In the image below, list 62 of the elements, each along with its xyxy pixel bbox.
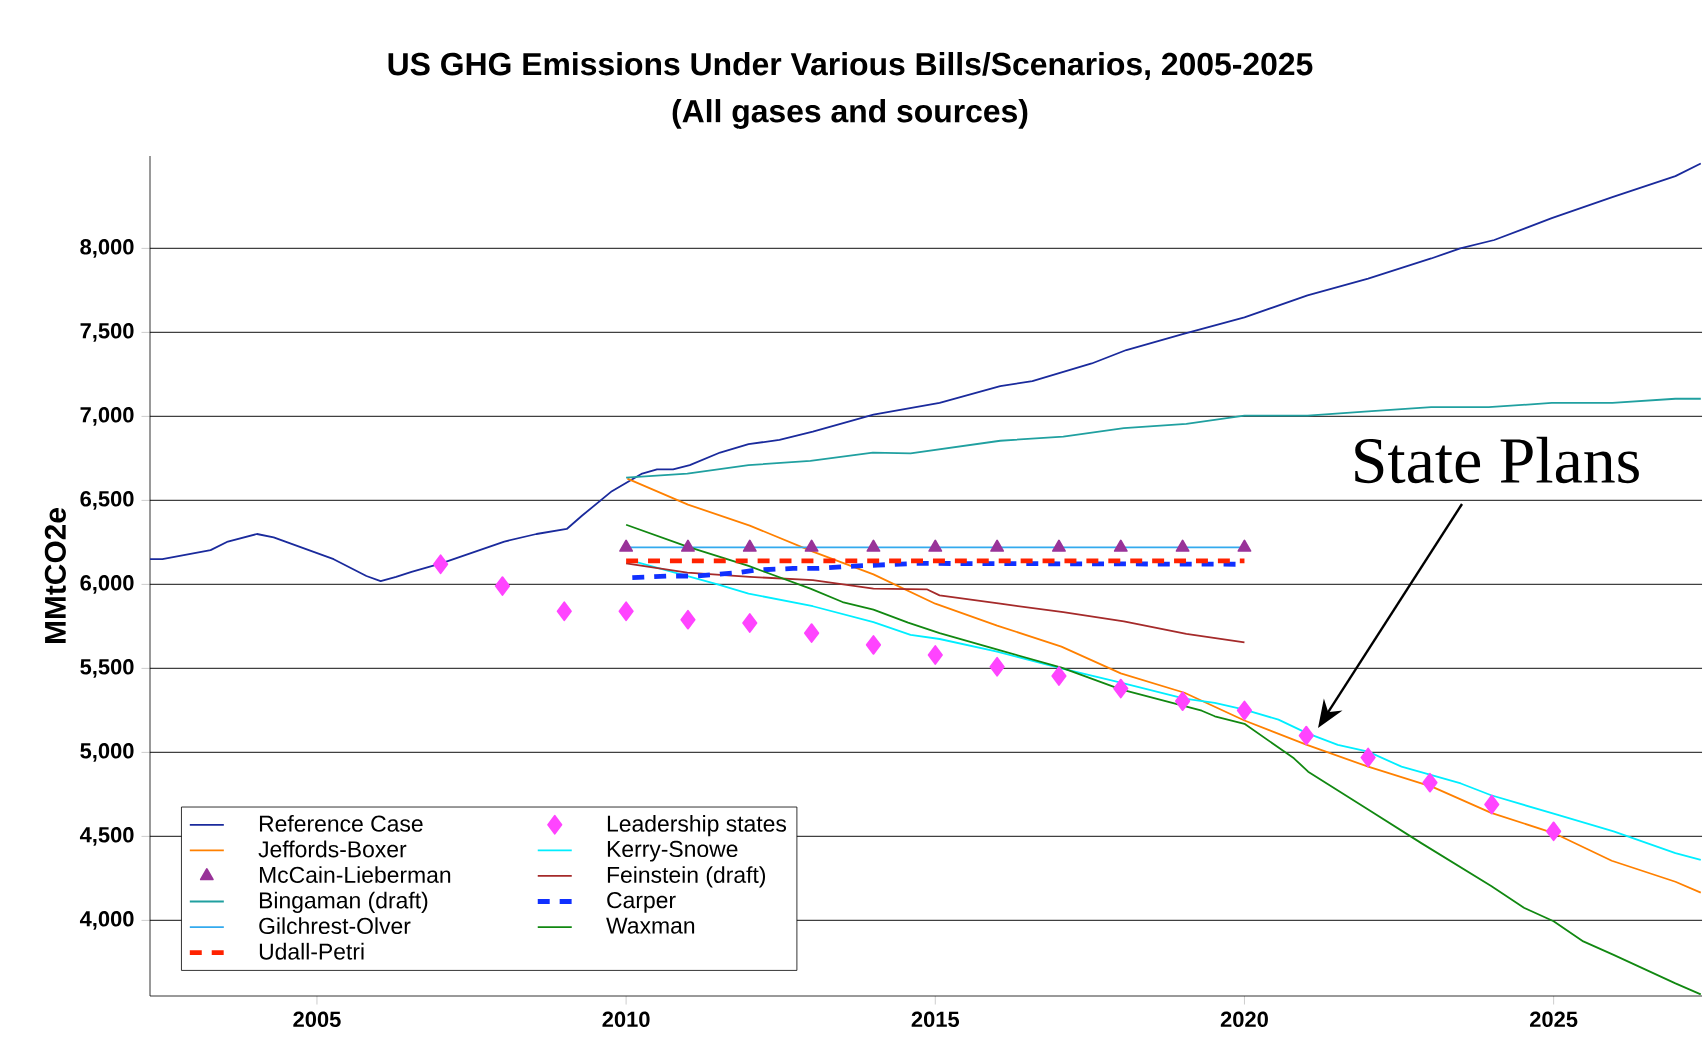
x-tick-label: 2015: [911, 1011, 960, 1028]
y-tick-label: 4,000: [79, 911, 134, 930]
legend-label: Waxman: [606, 917, 695, 934]
point: [927, 645, 943, 665]
x-tick-label: 2010: [602, 1011, 650, 1028]
point: [1360, 747, 1376, 768]
point: [432, 554, 449, 575]
point: [1113, 539, 1128, 552]
legend-label: Reference Case: [259, 815, 423, 832]
y-tick-label: 8,000: [80, 239, 134, 258]
point: [556, 601, 572, 622]
point: [1484, 794, 1500, 815]
point: [494, 576, 511, 596]
legend-label: Kerry-Snowe: [607, 840, 738, 862]
point: [742, 539, 757, 552]
point: [680, 609, 696, 630]
point: [803, 623, 820, 643]
line-series: [629, 561, 1239, 581]
legend-label: Bingaman (draft): [259, 891, 428, 914]
point: [1546, 821, 1562, 842]
x-tick-label: 2005: [293, 1011, 341, 1028]
x-tick-label: 2025: [1529, 1011, 1578, 1028]
point: [1052, 539, 1066, 552]
y-tick-label: 4,500: [79, 827, 134, 846]
point: [1175, 539, 1190, 552]
legend-label: McCain-Lieberman: [259, 866, 451, 883]
legend-label: Leadership states: [607, 815, 787, 837]
chart-title: US GHG Emissions Under Various Bills/Scenarios, 2005-2025: [388, 51, 1313, 81]
line-series: [625, 562, 1246, 644]
annotation: State Plans: [1355, 436, 1639, 484]
point: [1236, 700, 1253, 721]
y-tick-label: 6,500: [80, 491, 134, 510]
legend-label: Jeffords-Boxer: [258, 840, 407, 858]
point: [1422, 772, 1438, 793]
point: [804, 539, 819, 552]
legend-label: Udall-Petri: [259, 942, 364, 960]
point: [990, 539, 1005, 552]
y-tick-label: 7,500: [80, 323, 134, 342]
legend-label: Feinstein (draft): [607, 866, 766, 888]
point: [866, 539, 881, 552]
point: [681, 539, 695, 552]
line-series: [149, 162, 1702, 582]
x-tick-label: 2020: [1220, 1011, 1268, 1028]
point: [619, 539, 634, 552]
chart-subtitle: (All gases and sources): [672, 99, 1028, 129]
y-axis-title: MMtCO2e: [44, 508, 66, 643]
y-tick-label: 5,500: [80, 659, 134, 678]
y-tick-label: 7,000: [80, 407, 134, 426]
point: [1298, 725, 1314, 746]
point: [1175, 691, 1191, 712]
point: [1237, 539, 1252, 552]
point: [742, 613, 758, 633]
y-tick-label: 6,000: [80, 575, 134, 594]
point: [989, 656, 1005, 677]
y-tick-label: 5,000: [80, 743, 134, 762]
point: [618, 601, 634, 622]
point: [865, 635, 882, 655]
legend-label: Gilchrest-Olver: [259, 917, 411, 935]
legend-label: Carper: [607, 892, 676, 913]
point: [1051, 666, 1067, 686]
point: [928, 539, 943, 552]
point: [1113, 678, 1129, 699]
